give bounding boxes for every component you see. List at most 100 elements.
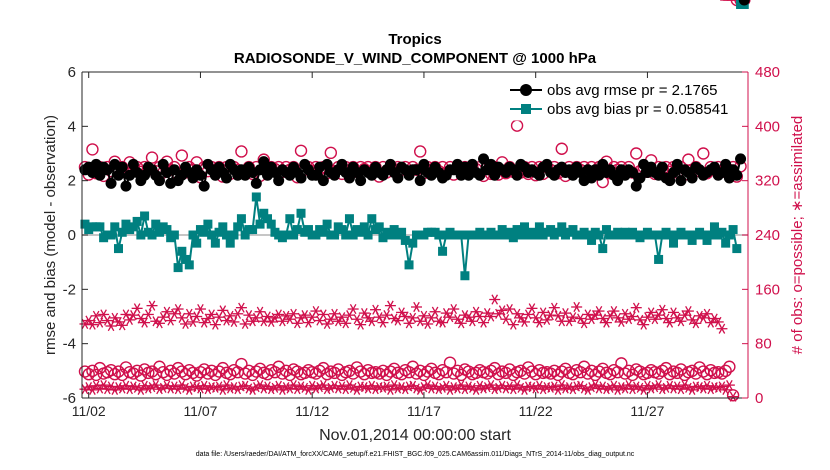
star-stroke <box>532 312 539 323</box>
assimilated-obs-low-marker <box>288 380 300 391</box>
assimilated-obs-high-marker <box>429 306 441 317</box>
bias-point <box>669 238 679 248</box>
assimilated-obs-low-marker <box>682 382 694 393</box>
star-stroke <box>651 314 659 325</box>
bias-point <box>706 230 716 240</box>
star-stroke <box>439 382 446 393</box>
star-stroke <box>323 384 331 395</box>
star-stroke <box>539 307 547 318</box>
assimilated-obs-high-marker <box>332 316 344 327</box>
assimilated-obs-high-marker <box>109 312 121 323</box>
assimilated-obs-high-marker <box>239 318 251 330</box>
bias-point <box>665 230 675 240</box>
assimilated-obs-low-marker <box>649 382 661 393</box>
star-stroke <box>714 316 722 328</box>
star-stroke <box>96 317 104 328</box>
assimilated-obs-low-marker <box>157 382 169 393</box>
star-stroke <box>126 314 133 325</box>
bias-point <box>724 230 734 240</box>
star-stroke <box>275 380 282 391</box>
star-stroke <box>677 384 685 395</box>
bias-point <box>456 230 466 240</box>
assimilated-obs-low-marker <box>470 384 482 395</box>
assimilated-obs-high-marker <box>463 312 475 323</box>
star-stroke <box>636 382 644 393</box>
assimilated-obs-high-marker <box>664 317 676 328</box>
star-stroke <box>577 380 584 391</box>
star-stroke <box>621 308 629 319</box>
bias-point <box>505 227 515 237</box>
assimilated-obs-high-marker <box>396 307 408 318</box>
star-stroke <box>550 381 558 392</box>
star-stroke <box>580 318 588 329</box>
star-stroke <box>707 384 715 395</box>
star-stroke <box>480 383 487 394</box>
bias-point <box>318 227 328 237</box>
assimilated-obs-high-marker <box>131 303 143 314</box>
star-stroke <box>487 311 495 322</box>
star-stroke <box>364 312 372 323</box>
assimilated-obs-high-marker <box>515 312 527 323</box>
star-stroke <box>92 310 100 321</box>
star-stroke <box>439 317 446 328</box>
star-stroke <box>171 308 178 319</box>
star-stroke <box>457 380 465 391</box>
assimilated-obs-low-marker <box>228 382 240 393</box>
bias-point <box>520 222 530 232</box>
y-tick-label-left: 0 <box>68 227 76 244</box>
assimilated-obs-low-marker <box>131 382 143 393</box>
assimilated-obs-high-marker <box>485 311 497 322</box>
data-file-footer: data file: /Users/raeder/DAI/ATM_forcXX/… <box>195 451 635 458</box>
star-stroke <box>536 317 543 328</box>
bias-point <box>385 230 395 240</box>
bias-point <box>296 208 306 218</box>
star-stroke <box>390 380 398 391</box>
bias-point <box>218 222 228 232</box>
assimilated-obs-low-marker <box>727 391 739 402</box>
assimilated-obs-high-marker <box>217 305 229 316</box>
star-stroke <box>197 303 204 315</box>
star-stroke <box>290 308 297 319</box>
possible-obs-low-marker <box>320 368 334 381</box>
star-stroke <box>469 316 476 327</box>
bias-point <box>698 230 708 240</box>
star-stroke <box>558 316 566 327</box>
star-stroke <box>320 380 327 391</box>
assimilated-obs-high-marker <box>478 317 490 328</box>
possible-obs-low-marker <box>361 363 375 377</box>
star-stroke <box>256 380 264 391</box>
star-stroke <box>431 381 439 392</box>
y-tick-label-left: 4 <box>68 118 76 135</box>
assimilated-obs-high-marker <box>507 319 519 330</box>
y-axis-label-left: rmse and bias (model - observation) <box>42 115 59 355</box>
star-stroke <box>632 302 640 313</box>
star-stroke <box>547 382 554 393</box>
assimilated-obs-high-marker <box>571 301 583 313</box>
possible-obs-low-marker <box>488 361 501 375</box>
star-stroke <box>111 312 119 323</box>
assimilated-obs-low-marker <box>79 384 91 395</box>
possible-obs-low-marker <box>447 367 460 380</box>
y-tick-label-right: 480 <box>755 64 780 81</box>
assimilated-obs-high-marker <box>466 316 478 327</box>
bias-point <box>583 230 593 240</box>
legend-rmse-label: obs avg rmse pr = 2.1765 <box>547 82 718 99</box>
bias-point <box>248 225 258 235</box>
assimilated-obs-low-marker <box>325 382 337 393</box>
assimilated-obs-high-marker <box>265 316 277 328</box>
star-stroke <box>644 312 651 323</box>
bias-point <box>344 214 354 224</box>
possible-obs-low-marker <box>492 368 505 381</box>
y-tick-label-left: -2 <box>63 281 76 298</box>
assimilated-obs-high-marker <box>630 302 642 313</box>
assimilated-obs-high-marker <box>198 317 210 328</box>
assimilated-obs-high-marker <box>559 308 571 319</box>
star-stroke <box>185 308 193 319</box>
possible-obs-low-marker <box>160 368 174 382</box>
rmse-point <box>194 169 206 181</box>
star-stroke <box>614 312 621 323</box>
assimilated-obs-high-marker <box>563 316 575 327</box>
bias-point <box>359 222 369 232</box>
star-stroke <box>428 383 435 394</box>
x-tick-label: 11/22 <box>519 403 553 419</box>
